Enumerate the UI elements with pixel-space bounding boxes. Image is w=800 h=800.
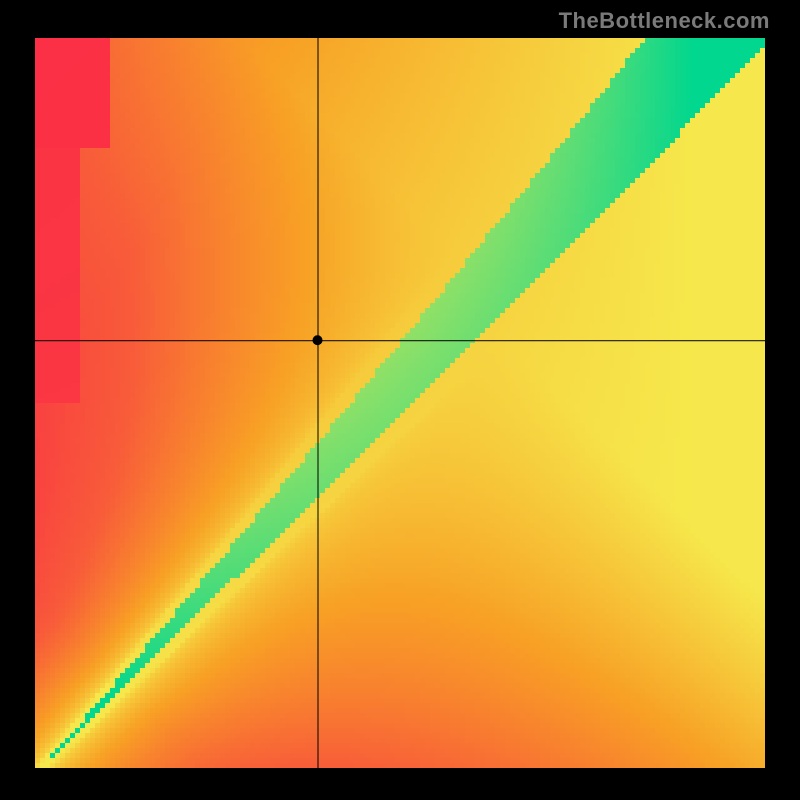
chart-container: TheBottleneck.com (0, 0, 800, 800)
watermark-text: TheBottleneck.com (559, 8, 770, 34)
heatmap-plot (35, 38, 765, 768)
heatmap-canvas (35, 38, 765, 768)
